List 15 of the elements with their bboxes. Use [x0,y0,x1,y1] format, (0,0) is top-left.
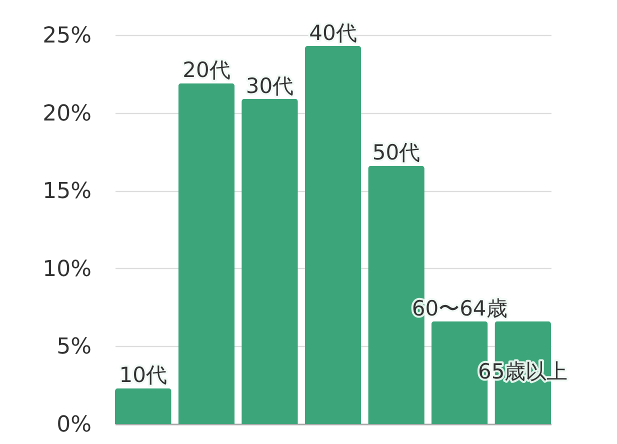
y-tick-label: 0% [56,412,92,438]
bar [178,83,235,424]
y-tick-label: 15% [42,179,92,204]
x-tick-label: 10代 [119,363,168,388]
x-tick-label: 50代 [372,140,420,165]
bar [242,98,298,424]
y-tick-label: 10% [42,256,92,282]
x-tick-label: 20代 [182,58,230,82]
y-tick-label: 25% [42,24,92,48]
bar [304,46,362,424]
x-tick-label: 30代 [246,74,294,98]
x-tick-label: 40代 [309,20,357,45]
y-tick-label: 20% [42,101,92,126]
bar [115,388,172,424]
y-tick-label: 5% [56,334,92,360]
